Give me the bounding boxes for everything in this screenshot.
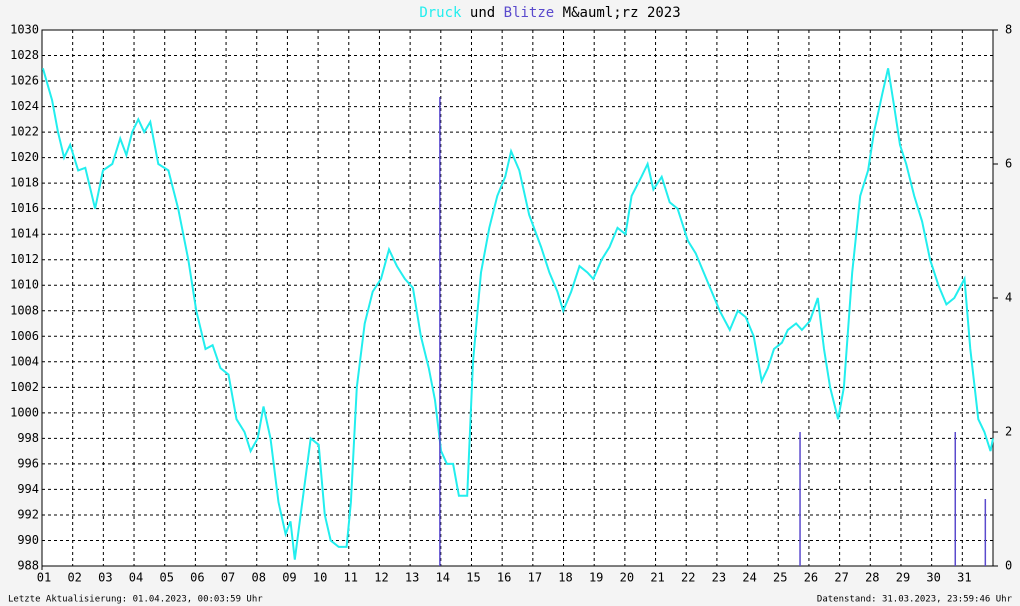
x-tick-label: 24 xyxy=(742,571,756,585)
x-tick-label: 13 xyxy=(405,571,419,585)
y-tick-label: 1022 xyxy=(10,125,39,139)
y-tick-label: 1000 xyxy=(10,405,39,419)
x-tick-label: 28 xyxy=(865,571,879,585)
pressure-line xyxy=(41,68,994,560)
x-tick-label: 04 xyxy=(129,571,143,585)
y2-tick-label: 6 xyxy=(1005,157,1012,171)
x-tick-label: 11 xyxy=(344,571,358,585)
y-tick-label: 998 xyxy=(17,431,39,445)
x-tick-label: 27 xyxy=(834,571,848,585)
y-tick-label: 1012 xyxy=(10,252,39,266)
x-tick-label: 15 xyxy=(466,571,480,585)
y-tick-label: 1020 xyxy=(10,150,39,164)
y-tick-label: 1030 xyxy=(10,23,39,37)
y-tick-label: 1016 xyxy=(10,201,39,215)
footer-left: Letzte Aktualisierung: 01.04.2023, 00:03… xyxy=(8,595,263,605)
y2-tick-label: 4 xyxy=(1005,291,1012,305)
y-tick-label: 1002 xyxy=(10,380,39,394)
title-und: und xyxy=(470,5,495,21)
x-tick-label: 07 xyxy=(221,571,235,585)
x-tick-label: 30 xyxy=(926,571,940,585)
y-tick-label: 1004 xyxy=(10,354,39,368)
x-tick-label: 20 xyxy=(620,571,634,585)
title-month: M&auml;rz 2023 xyxy=(563,5,681,21)
x-tick-label: 23 xyxy=(712,571,726,585)
x-tick-label: 12 xyxy=(374,571,388,585)
x-tick-label: 22 xyxy=(681,571,695,585)
x-tick-label: 25 xyxy=(773,571,787,585)
y2-tick-label: 8 xyxy=(1005,23,1012,37)
plot-area xyxy=(41,29,994,567)
y-tick-label: 1026 xyxy=(10,74,39,88)
x-tick-label: 10 xyxy=(313,571,327,585)
x-tick-label: 06 xyxy=(190,571,204,585)
y-tick-label: 988 xyxy=(17,559,39,573)
x-tick-label: 19 xyxy=(589,571,603,585)
x-tick-label: 29 xyxy=(896,571,910,585)
y-tick-label: 994 xyxy=(17,482,39,496)
x-tick-label: 02 xyxy=(67,571,81,585)
x-tick-label: 18 xyxy=(558,571,572,585)
x-tick-label: 26 xyxy=(804,571,818,585)
x-tick-label: 21 xyxy=(650,571,664,585)
x-tick-label: 31 xyxy=(957,571,971,585)
x-tick-label: 08 xyxy=(252,571,266,585)
x-tick-label: 16 xyxy=(497,571,511,585)
y-tick-label: 1014 xyxy=(10,227,39,241)
y-tick-label: 1028 xyxy=(10,48,39,62)
y-tick-label: 1006 xyxy=(10,329,39,343)
x-tick-label: 17 xyxy=(528,571,542,585)
y-tick-label: 990 xyxy=(17,533,39,547)
chart-title: Druck und Blitze M&auml;rz 2023 xyxy=(419,5,680,21)
x-tick-label: 05 xyxy=(159,571,173,585)
title-blitze: Blitze xyxy=(504,5,555,21)
y2-tick-label: 0 xyxy=(1005,559,1012,573)
y-tick-label: 996 xyxy=(17,456,39,470)
x-tick-label: 01 xyxy=(37,571,51,585)
y-tick-label: 1008 xyxy=(10,303,39,317)
y-tick-label: 1018 xyxy=(10,176,39,190)
y2-tick-label: 2 xyxy=(1005,425,1012,439)
x-tick-label: 09 xyxy=(282,571,296,585)
y-tick-label: 992 xyxy=(17,507,39,521)
x-tick-label: 03 xyxy=(98,571,112,585)
y-tick-label: 1010 xyxy=(10,278,39,292)
footer-right: Datenstand: 31.03.2023, 23:59:46 Uhr xyxy=(817,595,1013,605)
y-tick-label: 1024 xyxy=(10,99,39,113)
title-druck: Druck xyxy=(419,5,462,21)
x-tick-label: 14 xyxy=(436,571,450,585)
